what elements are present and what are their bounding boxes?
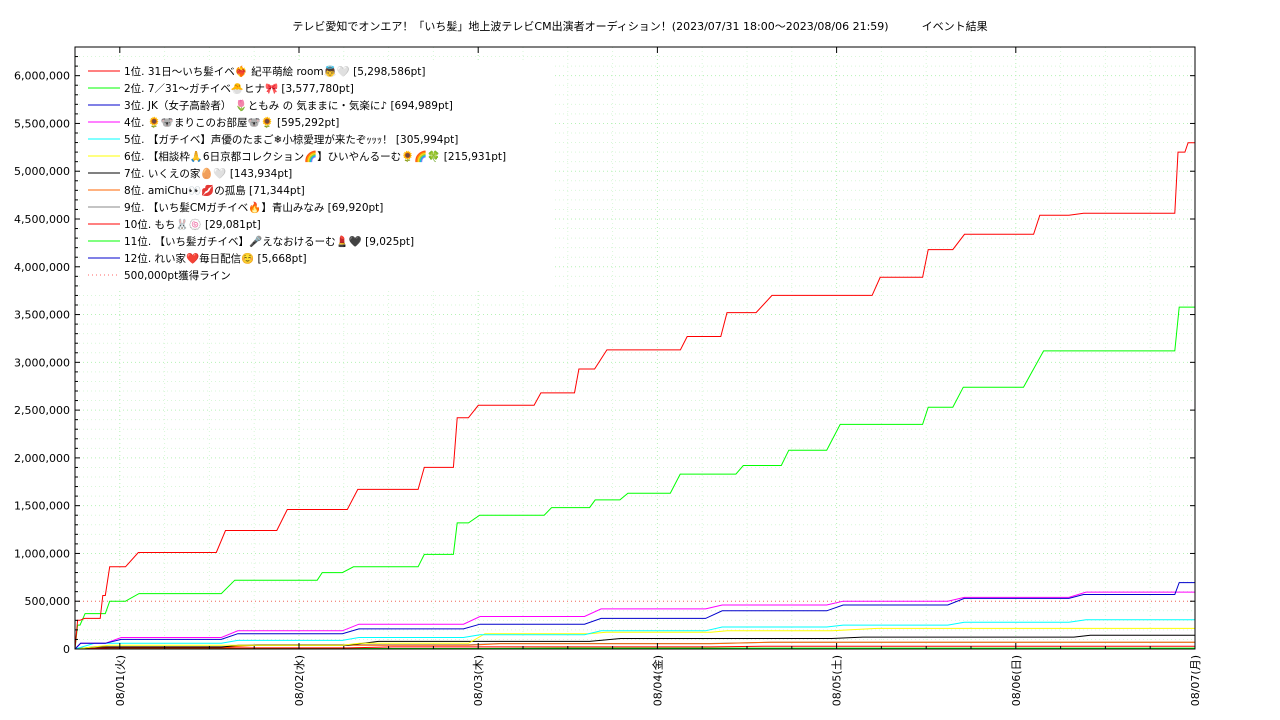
series-line <box>74 619 1195 650</box>
series-line <box>74 306 1195 650</box>
legend-label: 7位. いくえの家🥚🤍 [143,934pt] <box>124 167 292 180</box>
legend-label: 3位. JK（女子高齢者） 🌷ともみ の 気ままに・気楽に♪ [694,989p… <box>124 99 453 112</box>
y-tick-label: 1,000,000 <box>14 547 70 560</box>
plot-frame <box>74 46 1196 650</box>
legend-label: 5位. 【ガチイベ】声優のたまご❄小椋愛理が来たぞｯｯｯ！ [305,994pt… <box>124 133 458 146</box>
legend-label: 10位. もち🐰🍥 [29,081pt] <box>124 218 261 231</box>
series-line <box>74 582 1195 650</box>
y-tick-label: 2,500,000 <box>14 404 70 417</box>
x-tick-label: 08/01(火) <box>114 655 127 706</box>
legend-label: 12位. れい家❤️毎日配信☺️ [5,668pt] <box>124 252 307 265</box>
y-tick-label: 5,500,000 <box>14 117 70 130</box>
series-line <box>74 142 1195 650</box>
legend-label: 500,000pt獲得ライン <box>124 269 231 282</box>
x-tick-label: 08/05(土) <box>831 655 844 706</box>
y-tick-label: 2,000,000 <box>14 452 70 465</box>
legend-label: 1位. 31日〜いち髪イベ❤‍🔥 紀平萌絵 room👼🤍 [5,298,586p… <box>124 65 426 78</box>
legend: 1位. 31日〜いち髪イベ❤‍🔥 紀平萌絵 room👼🤍 [5,298,586p… <box>80 60 555 288</box>
series-line <box>74 591 1195 650</box>
x-tick-label: 08/04(金) <box>650 655 664 706</box>
y-tick-label: 3,000,000 <box>14 356 70 369</box>
chart-title: テレビ愛知でオンエア！「いち髪」地上波テレビCM出演者オーディション！(2023… <box>292 20 988 33</box>
y-tick-label: 4,000,000 <box>14 261 70 274</box>
legend-label: 6位. 【相談枠🙏6日京都コレクション🌈】ひいやんるーむ🌻🌈🍀 [215,931… <box>124 150 506 163</box>
legend-label: 8位. amiChu👀💋の孤島 [71,344pt] <box>124 184 305 197</box>
y-tick-label: 6,000,000 <box>14 70 70 83</box>
legend-background <box>80 60 555 288</box>
series-line <box>74 634 1195 650</box>
y-tick-label: 3,500,000 <box>14 309 70 322</box>
legend-label: 4位. 🌻🐨まりこのお部屋🐨🌻 [595,292pt] <box>124 116 339 129</box>
grid <box>74 47 1196 650</box>
series-line <box>74 645 1195 650</box>
y-axis: 0 500,000 1,000,000 1,500,000 2,000,000 2,500… <box>14 56 1195 656</box>
x-axis: 08/01(火) 08/02(水) 08/03(木) 08/04(金) 08/05(土)… <box>74 47 1202 706</box>
y-tick-label: 1,500,000 <box>14 500 70 513</box>
y-tick-label: 5,000,000 <box>14 165 70 178</box>
y-tick-label: 0 <box>63 643 70 656</box>
y-tick-label: 4,500,000 <box>14 213 70 226</box>
x-tick-label: 08/03(木) <box>472 655 485 706</box>
legend-label: 11位. 【いち髪ガチイベ】🎤えなおけるーむ💄🖤 [9,025pt] <box>124 235 414 248</box>
x-tick-label: 08/02(水) <box>293 655 306 706</box>
legend-label: 2位. 7／31〜ガチイベ🐣ヒナ🎀 [3,577,780pt] <box>124 82 354 95</box>
x-tick-label: 08/06(日) <box>1010 655 1023 706</box>
x-tick-label: 08/07(月) <box>1189 655 1202 706</box>
legend-label: 9位. 【いち髪CMガチイベ🔥】青山みなみ [69,920pt] <box>124 201 383 214</box>
y-tick-label: 500,000 <box>25 595 71 608</box>
